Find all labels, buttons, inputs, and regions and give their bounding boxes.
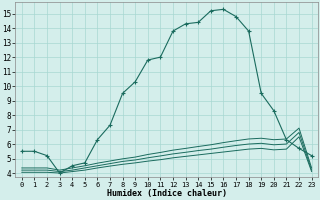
X-axis label: Humidex (Indice chaleur): Humidex (Indice chaleur)	[107, 189, 227, 198]
